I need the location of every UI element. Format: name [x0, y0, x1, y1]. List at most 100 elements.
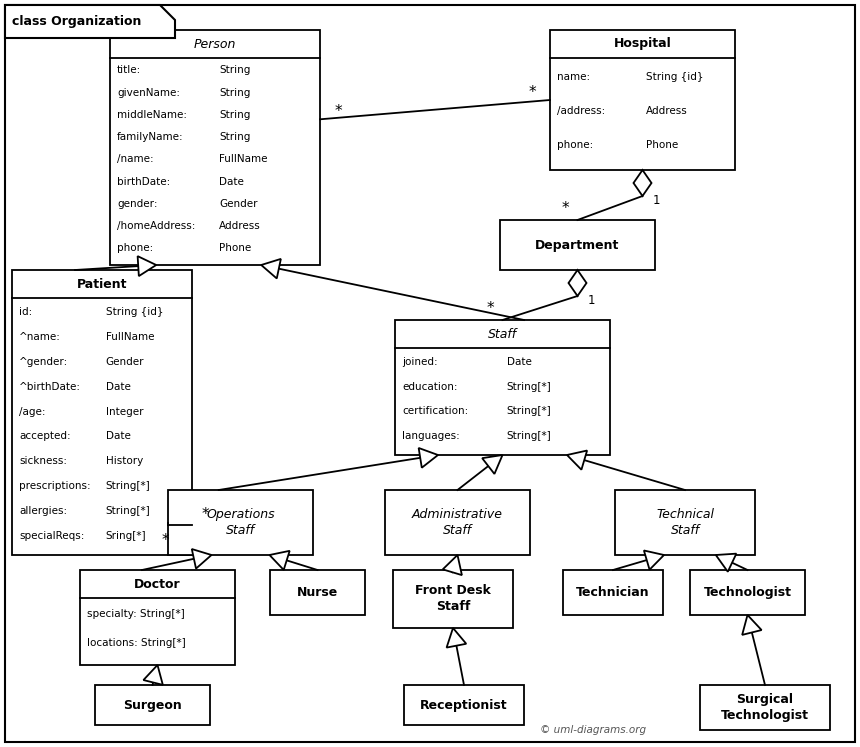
Text: givenName:: givenName: — [117, 87, 180, 98]
Polygon shape — [742, 615, 762, 635]
Text: *: * — [528, 84, 536, 99]
Text: birthDate:: birthDate: — [117, 176, 170, 187]
Text: Operations
Staff: Operations Staff — [206, 508, 275, 537]
Text: locations: String[*]: locations: String[*] — [87, 638, 186, 648]
Bar — [168, 490, 313, 555]
Text: 1: 1 — [653, 193, 660, 206]
Polygon shape — [419, 448, 438, 468]
Text: Technical
Staff: Technical Staff — [656, 508, 714, 537]
Text: prescriptions:: prescriptions: — [19, 481, 90, 492]
Text: specialReqs:: specialReqs: — [19, 531, 84, 542]
Polygon shape — [568, 270, 587, 296]
Text: © uml-diagrams.org: © uml-diagrams.org — [540, 725, 646, 735]
Text: String[*]: String[*] — [507, 431, 551, 441]
Text: String[*]: String[*] — [507, 406, 551, 417]
Text: joined:: joined: — [402, 356, 438, 367]
Polygon shape — [5, 5, 175, 38]
Polygon shape — [192, 549, 212, 568]
Text: certification:: certification: — [402, 406, 468, 417]
Text: Receptionist: Receptionist — [421, 698, 507, 711]
Bar — [404, 685, 524, 725]
Text: Surgical
Technologist: Surgical Technologist — [721, 693, 809, 722]
Text: Person: Person — [194, 37, 236, 51]
Bar — [563, 570, 663, 615]
Bar — [615, 490, 755, 555]
Text: Phone: Phone — [219, 244, 251, 253]
Text: /name:: /name: — [117, 155, 154, 164]
Text: Department: Department — [535, 238, 620, 252]
Bar — [385, 490, 530, 555]
Text: *: * — [487, 300, 494, 315]
Text: title:: title: — [117, 65, 141, 75]
Text: *: * — [202, 507, 210, 522]
Text: String: String — [219, 110, 250, 120]
Text: education:: education: — [402, 382, 458, 391]
Text: Technologist: Technologist — [703, 586, 791, 599]
Polygon shape — [716, 554, 736, 571]
Text: Sring[*]: Sring[*] — [106, 531, 146, 542]
Bar — [80, 570, 235, 665]
Text: allergies:: allergies: — [19, 506, 67, 516]
Text: Phone: Phone — [646, 140, 679, 149]
Bar — [110, 30, 320, 265]
Polygon shape — [644, 551, 664, 570]
Bar — [270, 570, 365, 615]
Polygon shape — [269, 551, 290, 570]
Text: specialty: String[*]: specialty: String[*] — [87, 609, 185, 619]
Text: Nurse: Nurse — [297, 586, 338, 599]
Text: FullName: FullName — [106, 332, 154, 341]
Text: Date: Date — [219, 176, 244, 187]
Text: languages:: languages: — [402, 431, 460, 441]
Polygon shape — [144, 665, 163, 685]
Text: Administrative
Staff: Administrative Staff — [412, 508, 503, 537]
Text: Date: Date — [106, 432, 131, 441]
Text: Staff: Staff — [488, 327, 517, 341]
Bar — [395, 320, 610, 455]
Bar — [690, 570, 805, 615]
Text: Patient: Patient — [77, 277, 127, 291]
Polygon shape — [443, 555, 462, 575]
Text: middleName:: middleName: — [117, 110, 187, 120]
Text: *: * — [335, 104, 341, 119]
Text: ^gender:: ^gender: — [19, 356, 68, 367]
Polygon shape — [567, 450, 587, 470]
Text: String: String — [219, 132, 250, 142]
Polygon shape — [482, 455, 502, 474]
Bar — [700, 685, 830, 730]
Text: /address:: /address: — [557, 105, 605, 116]
Text: phone:: phone: — [117, 244, 153, 253]
Bar — [500, 220, 655, 270]
Text: String {id}: String {id} — [646, 72, 703, 81]
Text: accepted:: accepted: — [19, 432, 71, 441]
Bar — [12, 270, 192, 555]
Text: ^birthDate:: ^birthDate: — [19, 382, 81, 391]
Polygon shape — [261, 259, 281, 279]
Text: /homeAddress:: /homeAddress: — [117, 221, 195, 231]
Text: name:: name: — [557, 72, 590, 81]
Polygon shape — [634, 170, 652, 196]
Text: String[*]: String[*] — [507, 382, 551, 391]
Text: Date: Date — [507, 356, 531, 367]
Text: Doctor: Doctor — [134, 577, 181, 590]
Text: *: * — [562, 200, 569, 215]
Bar — [95, 685, 210, 725]
Text: String: String — [219, 65, 250, 75]
Text: sickness:: sickness: — [19, 456, 67, 466]
Text: id:: id: — [19, 307, 33, 317]
Text: Hospital: Hospital — [614, 37, 672, 51]
Text: String {id}: String {id} — [106, 307, 163, 317]
Text: gender:: gender: — [117, 199, 157, 209]
Text: String: String — [219, 87, 250, 98]
Text: FullName: FullName — [219, 155, 267, 164]
Bar — [550, 30, 735, 170]
Text: String[*]: String[*] — [106, 506, 150, 516]
Text: Gender: Gender — [106, 356, 144, 367]
Text: 1: 1 — [587, 294, 595, 306]
Text: /age:: /age: — [19, 406, 46, 417]
Text: Integer: Integer — [106, 406, 143, 417]
Text: class Organization: class Organization — [12, 16, 141, 28]
Text: familyName:: familyName: — [117, 132, 184, 142]
Text: Address: Address — [646, 105, 688, 116]
Polygon shape — [138, 256, 157, 276]
Text: History: History — [106, 456, 143, 466]
